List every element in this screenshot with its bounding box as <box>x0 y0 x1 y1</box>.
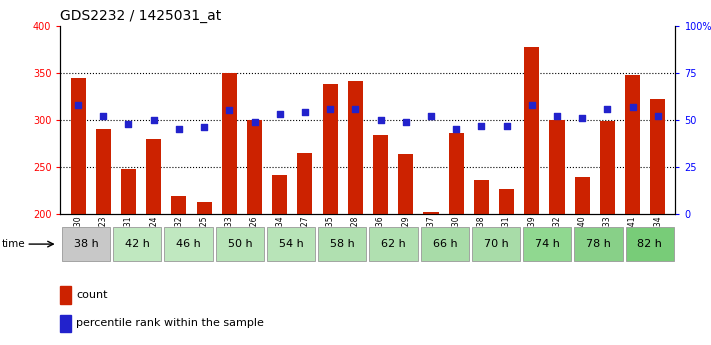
Bar <box>297 153 313 214</box>
Bar <box>373 135 388 214</box>
Bar <box>121 169 136 214</box>
Point <box>198 125 210 130</box>
Bar <box>625 75 640 214</box>
Bar <box>449 133 464 214</box>
Point <box>148 117 159 122</box>
Bar <box>96 129 111 214</box>
Bar <box>600 121 615 214</box>
Point <box>97 114 109 119</box>
Bar <box>474 180 489 214</box>
Bar <box>60 315 71 332</box>
FancyBboxPatch shape <box>319 227 366 261</box>
Text: 42 h: 42 h <box>125 239 150 249</box>
Bar <box>524 47 540 214</box>
Point <box>224 108 235 113</box>
Point <box>451 127 462 132</box>
FancyBboxPatch shape <box>267 227 315 261</box>
Point <box>350 106 361 111</box>
Text: 50 h: 50 h <box>228 239 252 249</box>
Bar <box>222 73 237 214</box>
Point <box>375 117 386 122</box>
Text: 62 h: 62 h <box>381 239 406 249</box>
Bar <box>499 189 514 214</box>
Point <box>501 123 512 128</box>
Point <box>400 119 412 125</box>
Point <box>274 111 285 117</box>
Bar <box>348 81 363 214</box>
FancyBboxPatch shape <box>62 227 110 261</box>
FancyBboxPatch shape <box>215 227 264 261</box>
Point <box>173 127 185 132</box>
FancyBboxPatch shape <box>164 227 213 261</box>
Bar <box>146 139 161 214</box>
FancyBboxPatch shape <box>113 227 161 261</box>
Text: 74 h: 74 h <box>535 239 560 249</box>
Point <box>425 114 437 119</box>
Text: 70 h: 70 h <box>483 239 508 249</box>
FancyBboxPatch shape <box>370 227 417 261</box>
Bar <box>70 78 85 214</box>
Text: GDS2232 / 1425031_at: GDS2232 / 1425031_at <box>60 9 222 23</box>
Bar <box>171 196 186 214</box>
Point <box>627 104 638 109</box>
FancyBboxPatch shape <box>574 227 623 261</box>
Point <box>299 110 311 115</box>
Bar <box>196 202 212 214</box>
Text: time: time <box>1 239 25 249</box>
Text: percentile rank within the sample: percentile rank within the sample <box>76 318 264 328</box>
Text: 82 h: 82 h <box>637 239 662 249</box>
Bar <box>60 286 71 304</box>
Point <box>476 123 487 128</box>
FancyBboxPatch shape <box>472 227 520 261</box>
Text: 54 h: 54 h <box>279 239 304 249</box>
FancyBboxPatch shape <box>421 227 469 261</box>
Point <box>652 114 663 119</box>
Bar <box>398 154 413 214</box>
FancyBboxPatch shape <box>626 227 674 261</box>
Bar <box>272 175 287 214</box>
Text: 78 h: 78 h <box>586 239 611 249</box>
Point <box>577 115 588 121</box>
Bar <box>247 120 262 214</box>
Bar <box>651 99 665 214</box>
Point <box>73 102 84 108</box>
Bar <box>550 120 565 214</box>
Point <box>123 121 134 126</box>
Point <box>551 114 562 119</box>
Bar <box>574 177 589 214</box>
Text: 38 h: 38 h <box>74 239 98 249</box>
Text: 66 h: 66 h <box>432 239 457 249</box>
Bar <box>423 212 439 214</box>
FancyBboxPatch shape <box>523 227 572 261</box>
Point <box>526 102 538 108</box>
Bar <box>323 84 338 214</box>
Text: 58 h: 58 h <box>330 239 355 249</box>
Point <box>602 106 613 111</box>
Text: count: count <box>76 290 108 300</box>
Text: 46 h: 46 h <box>176 239 201 249</box>
Point <box>249 119 260 125</box>
Point <box>324 106 336 111</box>
